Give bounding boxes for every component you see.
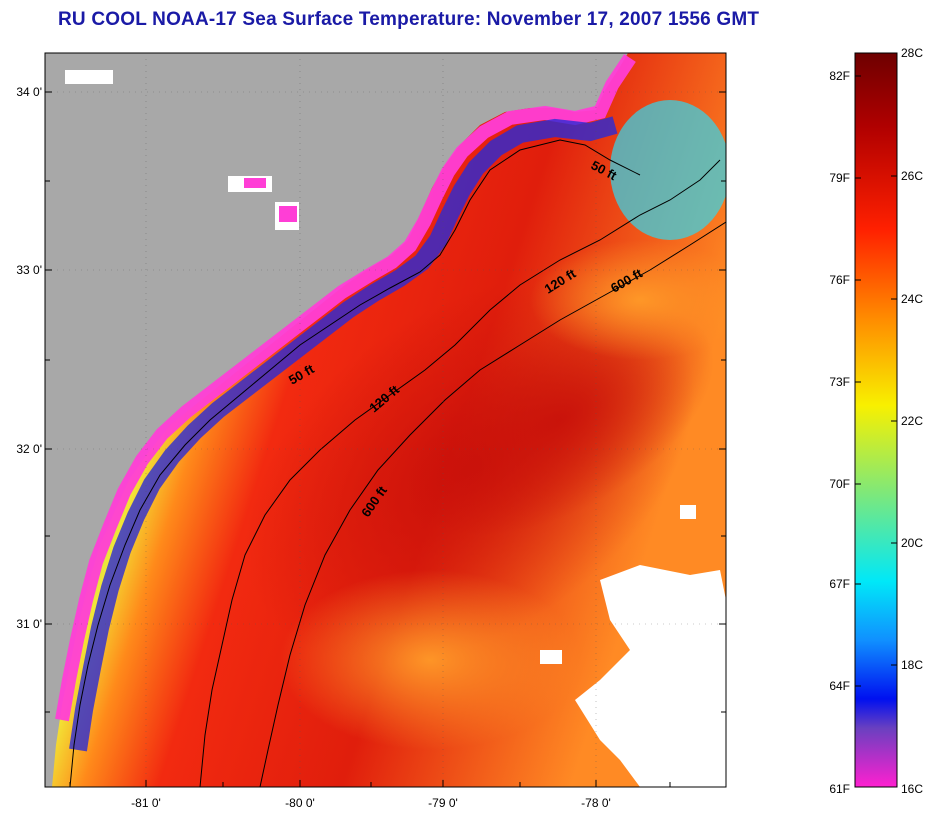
colorbar-f-label: 70F: [829, 477, 850, 491]
colorbar-c-label: 22C: [901, 414, 923, 428]
graticule: [45, 53, 726, 787]
colorbar-f-label: 76F: [829, 273, 850, 287]
lon-label: -80 0': [285, 796, 315, 810]
colorbar-c-label: 28C: [901, 46, 923, 60]
colorbar-f-label: 73F: [829, 375, 850, 389]
colorbar-ticks: [855, 52, 897, 788]
colorbar-f-label: 79F: [829, 171, 850, 185]
colorbar-c-label: 18C: [901, 658, 923, 672]
colorbar-c-label: 20C: [901, 536, 923, 550]
colorbar-c-label: 16C: [901, 782, 923, 796]
lat-label: 33 0': [16, 263, 42, 277]
isobath-50: [69, 139, 641, 787]
colorbar-f-label: 82F: [829, 69, 850, 83]
cloud-patches: [65, 70, 726, 787]
lon-label: -81 0': [131, 796, 161, 810]
colorbar-f-label: 67F: [829, 577, 850, 591]
map-frame: [44, 52, 727, 788]
land-mass: [45, 53, 628, 787]
lat-label: 34 0': [16, 85, 42, 99]
isobath-600: [259, 221, 726, 787]
lat-label: 32 0': [16, 442, 42, 456]
lat-label: 31 0': [16, 617, 42, 631]
tick-marks: [45, 91, 726, 787]
colorbar-f-label: 61F: [829, 782, 850, 796]
colorbar-c-label: 24C: [901, 292, 923, 306]
page-title: RU COOL NOAA-17 Sea Surface Temperature:…: [58, 9, 760, 30]
isobath-lines: [69, 139, 726, 787]
colorbar-f-label: 64F: [829, 679, 850, 693]
coastal-band: [55, 54, 636, 722]
lon-label: -78 0': [581, 796, 611, 810]
colorbar-c-label: 26C: [901, 169, 923, 183]
lon-label: -79 0': [428, 796, 458, 810]
colorbar: [854, 52, 898, 788]
isobath-120: [199, 159, 721, 787]
